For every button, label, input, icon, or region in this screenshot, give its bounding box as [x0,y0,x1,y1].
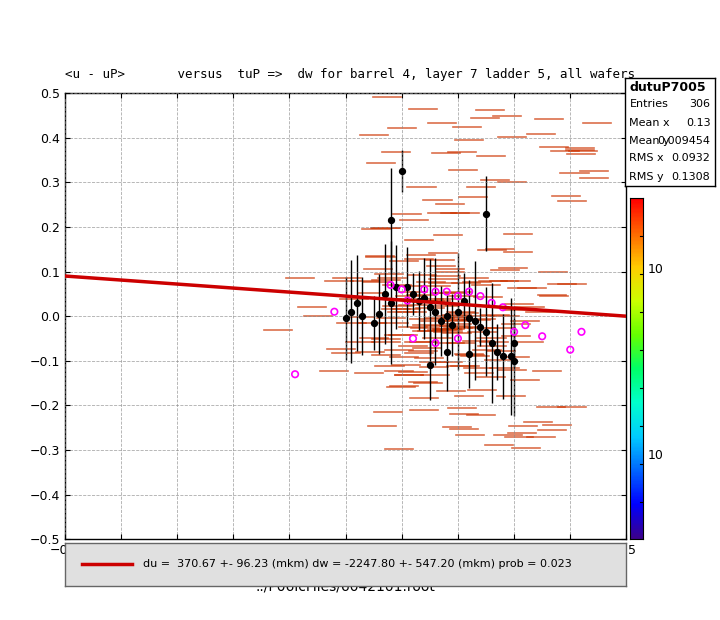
Point [418,293,430,303]
Point [390,282,402,292]
Point [396,285,408,294]
Point [536,331,548,341]
Text: Mean x: Mean x [629,118,670,128]
Point [424,360,436,370]
Point [413,296,424,306]
Point [430,286,441,296]
Point [464,349,475,359]
Point [452,334,464,343]
Point [464,286,475,296]
Text: 10: 10 [648,264,664,276]
Point [497,303,508,312]
Point [430,338,441,348]
Point [368,318,379,328]
Point [441,311,452,321]
Text: 306: 306 [690,99,711,109]
Point [418,285,430,294]
Text: 0.13: 0.13 [686,118,711,128]
Point [486,338,498,348]
Text: 10: 10 [648,450,664,462]
Point [480,327,492,337]
Point [374,309,385,319]
Point [452,307,464,317]
Point [384,280,396,290]
Point [408,289,419,299]
Text: Mean y: Mean y [629,136,670,146]
Point [446,320,458,330]
Point [508,338,520,348]
Point [474,322,486,332]
Point [356,311,368,321]
Text: RMS y: RMS y [629,172,664,182]
Text: <u - uP>       versus  tuP =>  dw for barrel 4, layer 7 ladder 5, all wafers: <u - uP> versus tuP => dw for barrel 4, … [65,68,635,81]
Point [474,291,486,301]
Point [424,303,436,312]
Text: 0.009454: 0.009454 [657,136,711,146]
Point [402,296,413,306]
Point [289,370,301,379]
Point [384,215,396,225]
Text: Entries: Entries [629,99,668,109]
Point [402,282,413,292]
Point [441,286,452,296]
Point [328,307,340,317]
Point [497,352,508,361]
Point [441,347,452,357]
Point [396,166,408,176]
Point [469,316,480,326]
Point [520,320,531,330]
Point [508,327,520,337]
Text: 0.0932: 0.0932 [672,153,711,164]
Point [452,291,464,301]
Point [458,296,469,306]
Point [346,307,357,317]
Point [430,307,441,317]
Point [351,298,363,308]
Point [564,345,576,355]
Point [436,316,447,326]
Text: RMS x: RMS x [629,153,664,164]
Point [384,298,396,308]
Point [508,356,520,366]
Point [464,314,475,324]
Point [340,314,351,324]
Text: 0.1308: 0.1308 [672,172,711,182]
Point [505,352,517,361]
Point [480,208,492,218]
Text: du =  370.67 +- 96.23 (mkm) dw = -2247.80 +- 547.20 (mkm) prob = 0.023: du = 370.67 +- 96.23 (mkm) dw = -2247.80… [143,559,572,569]
Point [492,347,503,357]
Point [379,289,391,299]
Text: dutuP7005: dutuP7005 [629,81,706,94]
Point [576,327,588,337]
Point [486,298,498,308]
X-axis label: ../P06icFiles/6042101.root: ../P06icFiles/6042101.root [256,580,436,593]
Point [408,334,419,343]
